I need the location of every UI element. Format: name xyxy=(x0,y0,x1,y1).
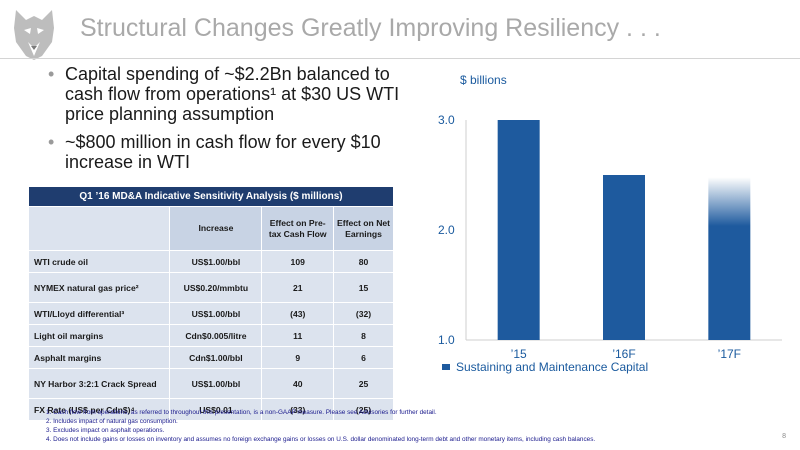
sensitivity-table: Q1 ’16 MD&A Indicative Sensitivity Analy… xyxy=(27,186,394,421)
x-tick-label: ’16F xyxy=(612,347,635,361)
slide-title: Structural Changes Greatly Improving Res… xyxy=(80,14,661,42)
table-row: NY Harbor 3:2:1 Crack Spread US$1.00/bbl… xyxy=(27,368,394,399)
bullet-text: ~$800 million in cash flow for every $10… xyxy=(65,132,381,172)
bullet-item: • ~$800 million in cash flow for every $1… xyxy=(48,132,413,172)
row-label: WTI crude oil xyxy=(27,250,171,273)
legend-label: Sustaining and Maintenance Capital xyxy=(456,360,648,374)
net-earnings-cell: 6 xyxy=(333,346,394,369)
increase-cell: Cdn$0.005/litre xyxy=(169,324,263,347)
table-row: Asphalt margins Cdn$1.00/bbl 9 6 xyxy=(27,346,394,369)
table-header-cash-flow: Effect on Pre-tax Cash Flow xyxy=(261,206,335,251)
row-label: Asphalt margins xyxy=(27,346,171,369)
cash-flow-cell: 40 xyxy=(261,368,335,399)
table-row: WTI crude oil US$1.00/bbl 109 80 xyxy=(27,250,394,273)
table-row: Light oil margins Cdn$0.005/litre 11 8 xyxy=(27,324,394,347)
net-earnings-cell: (25) xyxy=(333,398,394,421)
table-header-increase: Increase xyxy=(169,206,263,251)
footnotes: 1. Cash flow from operations, as referre… xyxy=(46,408,786,444)
row-label: WTI/Lloyd differential³ xyxy=(27,302,171,325)
row-label: NYMEX natural gas price² xyxy=(27,272,171,303)
bullet-dot-icon: • xyxy=(48,132,55,152)
cash-flow-cell: (33) xyxy=(261,398,335,421)
x-tick-label: ’17F xyxy=(718,347,741,361)
net-earnings-cell: (32) xyxy=(333,302,394,325)
bar-1 xyxy=(603,175,645,340)
footnote: 2. Includes impact of natural gas consum… xyxy=(46,418,178,425)
table-row: FX Rate (US$ per Cdn$)⁴ US$0.01 (33) (25… xyxy=(27,398,394,421)
row-label: FX Rate (US$ per Cdn$)⁴ xyxy=(27,398,171,421)
increase-cell: US$1.00/bbl xyxy=(169,368,263,399)
footnote: 3. Excludes impact on asphalt operations… xyxy=(46,427,165,434)
table-header-net-earnings: Effect on Net Earnings xyxy=(333,206,394,251)
net-earnings-cell: 80 xyxy=(333,250,394,273)
footnote: 1. Cash flow from operations, as referre… xyxy=(46,409,437,416)
legend-swatch xyxy=(442,364,450,370)
page-number: 8 xyxy=(782,433,786,440)
y-tick-label: 2.0 xyxy=(438,223,455,237)
net-earnings-cell: 8 xyxy=(333,324,394,347)
table-row: WTI/Lloyd differential³ US$1.00/bbl (43)… xyxy=(27,302,394,325)
title-divider xyxy=(0,58,800,59)
row-label: Light oil margins xyxy=(27,324,171,347)
y-tick-label: 3.0 xyxy=(438,113,455,127)
net-earnings-cell: 15 xyxy=(333,272,394,303)
bar-2 xyxy=(708,177,751,340)
husky-dog-logo xyxy=(14,10,54,60)
cash-flow-cell: 109 xyxy=(261,250,335,273)
increase-cell: US$1.00/bbl xyxy=(169,250,263,273)
table-header-blank xyxy=(27,206,171,251)
capital-bar-chart: $ billions 1.0 2.0 3.0 ’15 ’16F ’17F Sustain… xyxy=(438,73,782,374)
cash-flow-cell: 9 xyxy=(261,346,335,369)
table-caption: Q1 ’16 MD&A Indicative Sensitivity Analy… xyxy=(28,186,394,207)
footnote: 4. Does not include gains or losses on i… xyxy=(46,436,596,443)
cash-flow-cell: 21 xyxy=(261,272,335,303)
table-row: NYMEX natural gas price² US$0.20/mmbtu 2… xyxy=(27,272,394,303)
bullet-dot-icon: • xyxy=(48,64,55,84)
cash-flow-cell: 11 xyxy=(261,324,335,347)
bullet-list: • Capital spending of ~$2.2Bn balanced to… xyxy=(48,64,413,180)
y-axis-unit-label: $ billions xyxy=(460,73,507,87)
bar-0 xyxy=(497,120,540,340)
increase-cell: Cdn$1.00/bbl xyxy=(169,346,263,369)
x-tick-label: ’15 xyxy=(511,347,527,361)
increase-cell: US$1.00/bbl xyxy=(169,302,263,325)
row-label: NY Harbor 3:2:1 Crack Spread xyxy=(27,368,171,399)
y-tick-label: 1.0 xyxy=(438,333,455,347)
bullet-item: • Capital spending of ~$2.2Bn balanced to… xyxy=(48,64,413,124)
net-earnings-cell: 25 xyxy=(333,368,394,399)
bullet-text: Capital spending of ~$2.2Bn balanced to … xyxy=(65,64,400,124)
cash-flow-cell: (43) xyxy=(261,302,335,325)
increase-cell: US$0.01 xyxy=(169,398,263,421)
increase-cell: US$0.20/mmbtu xyxy=(169,272,263,303)
